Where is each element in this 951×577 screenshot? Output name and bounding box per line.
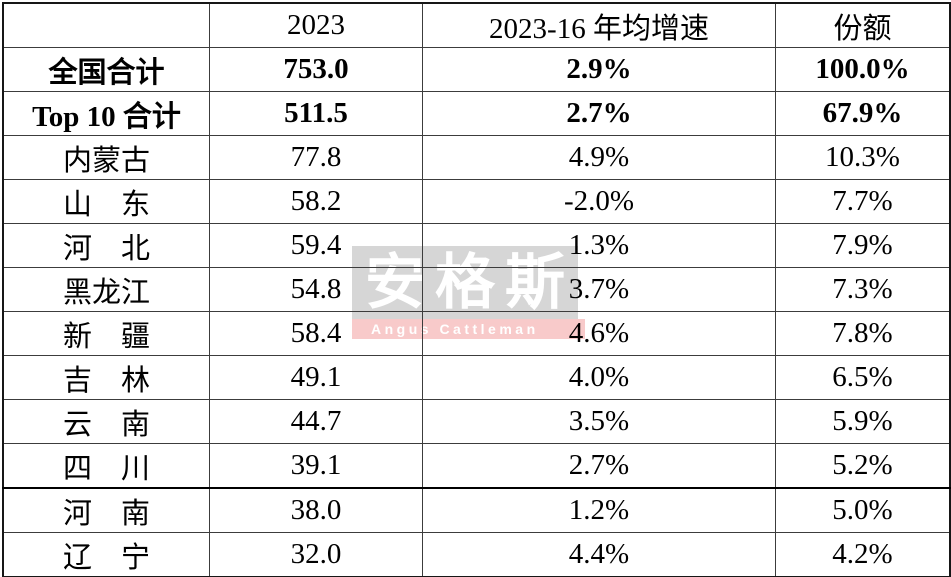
value-2023: 58.2	[209, 179, 423, 224]
value-2023: 58.4	[209, 311, 423, 356]
table-row-jilin: 吉 林 49.1 4.0% 6.5%	[2, 355, 951, 400]
row-label: 云 南	[2, 399, 210, 444]
value-2023: 77.8	[209, 135, 423, 180]
table-row-neimenggu: 内蒙古 77.8 4.9% 10.3%	[2, 135, 951, 180]
value-2023: 32.0	[209, 532, 423, 577]
value-cagr: 4.4%	[422, 532, 776, 577]
value-cagr: 4.9%	[422, 135, 776, 180]
column-header-cagr: 2023-16 年均增速	[422, 2, 776, 48]
value-cagr: 2.7%	[422, 443, 776, 489]
column-header-share: 份额	[775, 2, 951, 48]
row-label: 河 南	[2, 487, 210, 533]
column-header-2023: 2023	[209, 2, 423, 48]
table-row-hebei: 河 北 59.4 1.3% 7.9%	[2, 223, 951, 268]
value-share: 67.9%	[775, 91, 951, 136]
value-share: 7.8%	[775, 311, 951, 356]
value-2023: 38.0	[209, 487, 423, 533]
row-label: 辽 宁	[2, 532, 210, 577]
table-row-henan: 河 南 38.0 1.2% 5.0%	[2, 487, 951, 533]
row-label: 山 东	[2, 179, 210, 224]
table-row-top10-total: Top 10 合计 511.5 2.7% 67.9%	[2, 91, 951, 136]
value-cagr: 3.5%	[422, 399, 776, 444]
row-label: 内蒙古	[2, 135, 210, 180]
value-2023: 753.0	[209, 47, 423, 92]
value-cagr: 1.3%	[422, 223, 776, 268]
value-share: 5.0%	[775, 487, 951, 533]
row-label: 河 北	[2, 223, 210, 268]
value-share: 10.3%	[775, 135, 951, 180]
row-label: 吉 林	[2, 355, 210, 400]
table-row-sichuan: 四 川 39.1 2.7% 5.2%	[2, 443, 951, 489]
value-share: 6.5%	[775, 355, 951, 400]
value-share: 5.9%	[775, 399, 951, 444]
value-cagr: 4.0%	[422, 355, 776, 400]
value-cagr: 2.9%	[422, 47, 776, 92]
row-label: 四 川	[2, 443, 210, 489]
value-2023: 54.8	[209, 267, 423, 312]
value-share: 7.7%	[775, 179, 951, 224]
table-row-heilongjiang: 黑龙江 54.8 3.7% 7.3%	[2, 267, 951, 312]
table-row-shandong: 山 东 58.2 -2.0% 7.7%	[2, 179, 951, 224]
value-cagr: -2.0%	[422, 179, 776, 224]
value-share: 7.3%	[775, 267, 951, 312]
value-2023: 49.1	[209, 355, 423, 400]
value-cagr: 4.6%	[422, 311, 776, 356]
value-2023: 59.4	[209, 223, 423, 268]
value-cagr: 1.2%	[422, 487, 776, 533]
row-label: 新 疆	[2, 311, 210, 356]
value-2023: 44.7	[209, 399, 423, 444]
table-row-yunnan: 云 南 44.7 3.5% 5.9%	[2, 399, 951, 444]
table-row-xinjiang: 新 疆 58.4 4.6% 7.8%	[2, 311, 951, 356]
column-header-blank	[2, 2, 210, 48]
table-row-liaoning: 辽 宁 32.0 4.4% 4.2%	[2, 532, 951, 577]
value-share: 100.0%	[775, 47, 951, 92]
header-row: 2023 2023-16 年均增速 份额	[2, 2, 951, 48]
value-share: 4.2%	[775, 532, 951, 577]
value-cagr: 2.7%	[422, 91, 776, 136]
row-label: Top 10 合计	[2, 91, 210, 136]
row-label: 全国合计	[2, 47, 210, 92]
value-share: 7.9%	[775, 223, 951, 268]
value-2023: 39.1	[209, 443, 423, 489]
value-2023: 511.5	[209, 91, 423, 136]
row-label: 黑龙江	[2, 267, 210, 312]
table-row-national-total: 全国合计 753.0 2.9% 100.0%	[2, 47, 951, 92]
value-share: 5.2%	[775, 443, 951, 489]
value-cagr: 3.7%	[422, 267, 776, 312]
